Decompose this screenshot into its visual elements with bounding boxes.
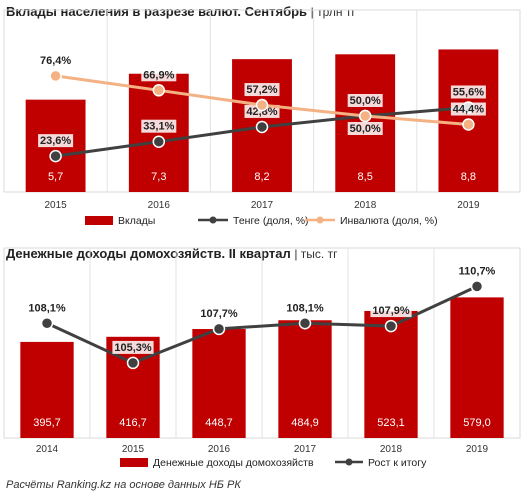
- line-label-bg: [370, 304, 412, 318]
- bar-value-label: 8,8: [461, 171, 476, 183]
- legend-label: Рост к итогу: [368, 457, 427, 469]
- line-label-bg: [141, 119, 177, 133]
- series-point: [152, 84, 166, 97]
- legend-label: Денежные доходы домохозяйств: [153, 457, 314, 469]
- line-value-label: 57,2%: [246, 84, 277, 96]
- line-label-bg: [141, 68, 177, 82]
- series-point: [358, 109, 372, 123]
- category-label: 2017: [251, 200, 274, 211]
- bar-value-label: 416,7: [119, 417, 147, 429]
- line-value-label: 108,1%: [286, 302, 324, 314]
- line-label-bg: [244, 83, 280, 97]
- line-value-label: 107,9%: [372, 305, 410, 317]
- line-value-label: 23,6%: [40, 135, 71, 147]
- bar-value-label: 7,3: [151, 171, 166, 183]
- bar-value-label: 448,7: [205, 417, 233, 429]
- line-value-label: 107,7%: [200, 308, 238, 320]
- series-point: [470, 280, 484, 293]
- series-point: [40, 317, 54, 330]
- line-value-label: 76,4%: [40, 55, 71, 67]
- line-value-label: 50,0%: [350, 95, 381, 107]
- source-footnote: Расчёты Ranking.kz на основе данных НБ Р…: [6, 479, 241, 491]
- chart2-title-text: Денежные доходы домохозяйств. II квартал: [6, 246, 291, 261]
- series-line: [46, 285, 478, 365]
- category-label: 2016: [148, 200, 171, 211]
- series-point: [462, 118, 475, 131]
- chart1-title-text: Вклады населения в разрезе валют. Сентяб…: [6, 4, 308, 19]
- series-point: [212, 322, 226, 336]
- chart2-unit: | тыс. тг: [294, 247, 338, 261]
- category-label: 2016: [208, 444, 231, 455]
- series-point: [255, 120, 269, 134]
- chart2-title: Денежные доходы домохозяйств. II квартал…: [6, 246, 337, 261]
- line-label-bg: [112, 340, 154, 354]
- category-label: 2015: [122, 444, 145, 455]
- line-label-bg: [347, 94, 383, 107]
- category-label: 2018: [380, 444, 403, 455]
- legend-label: Инвалюта (доля, %): [340, 215, 438, 227]
- series-point: [152, 135, 166, 148]
- legend-label: Тенге (доля, %): [233, 215, 309, 227]
- category-label: 2015: [44, 200, 67, 211]
- line-value-label: 33,1%: [143, 121, 174, 133]
- chart1-unit: | трлн тг: [310, 5, 356, 19]
- category-label: 2014: [36, 444, 59, 455]
- line-value-label: 44,4%: [453, 104, 484, 116]
- line-label-bg: [38, 134, 74, 148]
- series-point: [384, 319, 398, 333]
- legend-swatch-marker: [345, 458, 353, 466]
- category-label: 2018: [354, 200, 377, 211]
- line-value-label: 105,3%: [114, 342, 152, 354]
- line-label-bg: [38, 53, 74, 67]
- line-label-bg: [26, 301, 68, 315]
- bar: [450, 297, 504, 438]
- line-label-bg: [284, 301, 326, 315]
- chart2-plot: 395,7 416,7 448,7 484,9 523,1 579,0 108,1% 105,…: [3, 247, 521, 469]
- chart1-plot: 5,7 7,3 8,2 8,5 8,8 23,6% 33,1% 42,8% 50,0% 55,6%…: [3, 9, 521, 227]
- series-point: [298, 317, 312, 330]
- line-value-label: 66,9%: [143, 69, 174, 81]
- bar-value-label: 8,5: [358, 171, 373, 183]
- legend-swatch-marker: [209, 216, 217, 224]
- line-label-bg: [456, 264, 498, 278]
- bar-value-label: 8,2: [254, 171, 269, 183]
- bar-value-label: 579,0: [463, 417, 491, 429]
- category-label: 2019: [466, 444, 489, 455]
- line-label-bg: [450, 102, 486, 116]
- line-value-label: 108,1%: [28, 302, 66, 314]
- category-label: 2019: [457, 200, 480, 211]
- category-label: 2017: [294, 444, 317, 455]
- series-point: [126, 356, 140, 370]
- bar-value-label: 395,7: [33, 417, 61, 429]
- legend-swatch: [120, 458, 148, 467]
- bar: [192, 329, 246, 438]
- line-label-bg: [450, 85, 486, 99]
- line-label-bg: [198, 306, 240, 320]
- line-value-label: 50,0%: [350, 123, 381, 135]
- chart1-title: Вклады населения в разрезе валют. Сентяб…: [6, 4, 356, 19]
- bar-value-label: 5,7: [48, 171, 63, 183]
- legend-swatch-marker: [316, 216, 324, 224]
- line-label-bg: [244, 104, 280, 118]
- line-value-label: 110,7%: [459, 265, 496, 277]
- legend-label: Вклады: [118, 215, 155, 227]
- bar: [20, 341, 74, 438]
- series-point: [255, 98, 269, 112]
- bar: [278, 320, 332, 438]
- bar-value-label: 523,1: [377, 417, 405, 429]
- series-point: [49, 149, 62, 163]
- line-value-label: 55,6%: [453, 86, 484, 98]
- bar-value-label: 484,9: [291, 417, 319, 429]
- series-point: [49, 69, 62, 83]
- legend-swatch: [85, 216, 113, 225]
- line-value-label: 42,8%: [246, 106, 277, 118]
- line-label-bg: [347, 122, 383, 135]
